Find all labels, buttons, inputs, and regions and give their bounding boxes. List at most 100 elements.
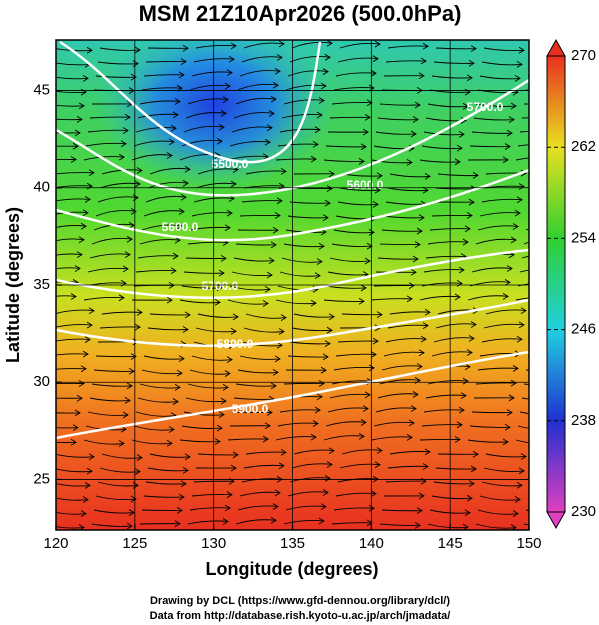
stream-arrow <box>222 96 229 104</box>
stream-arrow <box>472 171 479 179</box>
streamline <box>475 382 517 385</box>
streamline <box>56 324 93 328</box>
streamline <box>283 382 325 385</box>
stream-arrow <box>418 492 425 500</box>
streamline <box>435 467 477 470</box>
streamline <box>277 285 319 291</box>
stream-arrow <box>506 409 513 416</box>
stream-arrow <box>567 469 572 475</box>
stream-arrow <box>276 197 283 205</box>
streamline <box>83 439 125 445</box>
stream-arrow <box>222 384 229 391</box>
y-tick-label: 35 <box>33 276 50 293</box>
streamline <box>325 421 367 427</box>
streamline <box>329 393 371 399</box>
stream-arrow <box>216 424 223 432</box>
stream-arrow <box>370 351 377 358</box>
streamline <box>83 156 125 161</box>
streamline <box>56 158 77 160</box>
streamline <box>387 187 429 192</box>
stream-arrow <box>376 311 383 318</box>
streamline <box>147 327 189 331</box>
stream-arrow <box>270 382 277 390</box>
stream-arrow <box>230 42 237 50</box>
streamline <box>231 126 273 133</box>
stream-arrow <box>466 349 473 356</box>
streamline <box>99 47 141 51</box>
stream-arrow <box>322 214 329 221</box>
stream-arrow <box>504 279 511 286</box>
plot-area: 5500.0 5600.0 5700.0 5800.0 5900.0 5600.0 5700… <box>56 40 572 530</box>
streamline <box>329 116 371 119</box>
streamline <box>231 271 273 277</box>
stream-arrow <box>266 271 273 279</box>
streamline <box>195 327 237 333</box>
streamline <box>83 296 125 301</box>
stream-arrow <box>516 196 523 204</box>
streamline <box>139 100 181 105</box>
stream-arrow <box>176 507 183 514</box>
streamline <box>433 337 475 343</box>
streamline <box>335 353 377 357</box>
streamline <box>379 379 421 385</box>
streamline <box>137 113 179 119</box>
streamline <box>337 201 379 206</box>
streamline <box>229 285 271 291</box>
stream-arrow <box>318 242 325 250</box>
stream-arrow <box>274 212 281 219</box>
stream-arrow <box>230 327 237 335</box>
stream-arrow <box>88 453 95 461</box>
stream-arrow <box>370 69 377 77</box>
streamline <box>289 477 331 483</box>
stream-arrow <box>322 489 329 496</box>
stream-arrow <box>264 285 271 293</box>
streamline <box>385 480 427 483</box>
stream-arrow <box>264 422 271 430</box>
streamline <box>325 285 367 289</box>
streamline <box>515 297 529 301</box>
streamline <box>56 253 83 256</box>
streamline <box>93 509 135 514</box>
streamline <box>419 438 461 441</box>
streamline <box>133 425 175 431</box>
stream-arrow <box>464 363 471 371</box>
streamline <box>56 238 85 242</box>
stream-arrow <box>360 143 367 151</box>
streamline <box>187 241 229 245</box>
streamline <box>197 453 239 456</box>
stream-arrow <box>320 82 327 90</box>
streamline <box>87 267 129 273</box>
streamline <box>471 411 513 414</box>
stream-arrow <box>508 116 515 124</box>
streamline <box>277 143 319 147</box>
stream-arrow <box>180 58 187 65</box>
streamline <box>373 285 415 287</box>
streamline <box>387 324 429 329</box>
streamline <box>56 338 91 342</box>
axes: 120 125 130 135 140 145 150 25 30 35 40 45 <box>33 40 542 552</box>
stream-arrow <box>520 307 527 314</box>
streamline <box>481 338 523 343</box>
streamline <box>89 397 131 402</box>
contour <box>56 298 529 347</box>
x-tick-label: 140 <box>359 535 384 552</box>
contour-label: 5900.0 <box>232 402 269 416</box>
stream-arrow <box>424 448 431 456</box>
stream-arrow <box>70 156 77 163</box>
streamline <box>56 185 93 188</box>
streamline <box>56 281 79 283</box>
streamline <box>435 323 477 329</box>
streamline <box>245 170 287 175</box>
stream-arrow <box>78 236 85 244</box>
streamline <box>435 47 477 50</box>
stream-arrow <box>82 74 89 82</box>
stream-arrow <box>82 496 89 503</box>
colorbar-scale <box>546 55 566 513</box>
streamline <box>341 449 383 455</box>
contour <box>56 78 529 197</box>
stream-arrow <box>268 110 275 117</box>
streamline <box>231 411 273 414</box>
stream-arrow <box>314 272 321 279</box>
streamline <box>293 449 335 455</box>
contour-labels: 5500.0 5600.0 5700.0 5800.0 5900.0 5600.0 5700… <box>162 100 504 416</box>
